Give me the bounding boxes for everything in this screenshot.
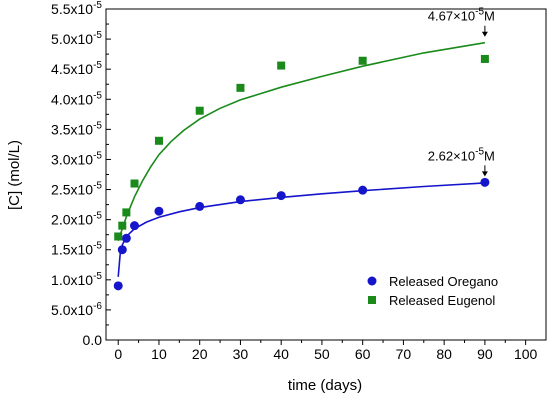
y-tick-label: 3.0x10-5 (51, 150, 102, 167)
x-tick-label: 10 (151, 346, 167, 362)
y-tick-label-base: 4.5x10 (51, 61, 93, 77)
x-tick-label: 50 (314, 346, 330, 362)
y-tick-label: 1.5x10-5 (51, 241, 102, 258)
y-tick-label-exp: -5 (93, 30, 102, 41)
y-tick-label-exp: -5 (93, 0, 102, 11)
legend-marker-oregano (367, 276, 377, 286)
x-tick-label: 70 (396, 346, 412, 362)
x-tick-label: 100 (514, 346, 538, 362)
y-tick-label-base: 4.0x10 (51, 91, 93, 107)
x-tick-label: 0 (114, 346, 122, 362)
x-tick-label: 40 (273, 346, 289, 362)
point-oregano (480, 177, 490, 187)
point-oregano (154, 206, 164, 216)
x-tick-label: 60 (355, 346, 371, 362)
y-tick-label-exp: -5 (93, 150, 102, 161)
y-tick-label-base: 0.0 (83, 332, 103, 348)
point-eugenol (118, 221, 127, 230)
y-tick-label-exp: -5 (93, 271, 102, 282)
y-tick-label-base: 3.5x10 (51, 121, 93, 137)
point-eugenol (358, 56, 367, 65)
y-tick-label: 0.0 (83, 332, 103, 348)
x-tick-label: 80 (436, 346, 452, 362)
y-tick-label: 1.0x10-5 (51, 271, 102, 288)
annotation-label-base: 2.62×10 (428, 148, 475, 163)
fit-curves (117, 41, 486, 277)
y-tick-label-exp: -5 (93, 211, 102, 222)
y-tick-label: 3.5x10-5 (51, 120, 102, 137)
point-oregano (195, 201, 205, 211)
x-tick-label: 30 (233, 346, 249, 362)
x-tick-label: 90 (477, 346, 493, 362)
fit-curve-oregano (117, 182, 485, 277)
y-tick-label: 5.0x10-5 (51, 30, 102, 47)
y-axis: 0.05.0x10-61.0x10-51.5x10-52.0x10-52.5x1… (51, 0, 111, 348)
point-eugenol (195, 106, 204, 115)
y-tick-label-base: 5.0x10 (51, 31, 93, 47)
point-oregano (358, 185, 368, 195)
y-tick-label-exp: -5 (93, 241, 102, 252)
point-oregano (130, 221, 140, 231)
point-oregano (235, 195, 245, 205)
point-oregano (113, 281, 123, 291)
y-tick-label-exp: -6 (93, 301, 102, 312)
point-eugenol (236, 83, 245, 92)
y-tick-label: 2.5x10-5 (51, 181, 102, 198)
point-eugenol (114, 232, 123, 241)
y-tick-label: 2.0x10-5 (51, 211, 102, 228)
y-tick-label: 4.0x10-5 (51, 90, 102, 107)
x-tick-label: 20 (192, 346, 208, 362)
legend-marker-eugenol (368, 296, 376, 304)
annotation-label: 2.62×10-5M (428, 146, 495, 163)
point-eugenol (122, 208, 131, 217)
y-tick-label-base: 5.5x10 (51, 1, 93, 17)
y-tick-label-exp: -5 (93, 60, 102, 71)
y-tick-label: 4.5x10-5 (51, 60, 102, 77)
point-oregano (276, 191, 286, 201)
annotation-label-exp: -5 (475, 7, 484, 18)
point-eugenol (154, 136, 163, 145)
point-eugenol (130, 179, 139, 188)
y-tick-label-exp: -5 (93, 90, 102, 101)
annotation-label: 4.67×10-5M (428, 7, 495, 24)
legend: Released Oregano Released Eugenol (367, 274, 498, 308)
plot-border (105, 8, 547, 341)
y-tick-label-base: 1.0x10 (51, 272, 93, 288)
annotation-label-suffix: M (484, 148, 495, 163)
y-tick-label: 5.5x10-5 (51, 0, 102, 17)
y-tick-label-base: 2.5x10 (51, 182, 93, 198)
plot-frame (105, 8, 547, 341)
point-oregano (117, 245, 127, 255)
annotation-arrowhead (481, 171, 488, 177)
y-tick-label-exp: -5 (93, 181, 102, 192)
point-eugenol (480, 54, 489, 63)
point-oregano (121, 233, 131, 243)
fit-curve-eugenol (117, 41, 486, 241)
legend-label-eugenol: Released Eugenol (389, 293, 495, 308)
annotation-label-exp: -5 (475, 146, 484, 157)
y-tick-label-base: 3.0x10 (51, 151, 93, 167)
legend-label-oregano: Released Oregano (389, 274, 498, 289)
y-tick-label: 5.0x10-6 (51, 301, 102, 318)
x-axis-title: time (days) (288, 377, 362, 394)
y-axis-title: [C] (mol/L) (6, 140, 23, 210)
y-tick-label-base: 1.5x10 (51, 242, 93, 258)
annotation-arrowhead (481, 31, 488, 37)
y-tick-label-base: 5.0x10 (51, 302, 93, 318)
x-axis: 0 10 20 30 40 50 60 70 80 90 100 (114, 340, 538, 362)
y-tick-label-base: 2.0x10 (51, 212, 93, 228)
annotations: 4.67×10-5M2.62×10-5M (428, 7, 495, 177)
annotation-label-suffix: M (484, 9, 495, 24)
y-tick-label-exp: -5 (93, 120, 102, 131)
point-eugenol (277, 61, 286, 70)
annotation-label-base: 4.67×10 (428, 9, 475, 24)
data-points (113, 54, 490, 291)
